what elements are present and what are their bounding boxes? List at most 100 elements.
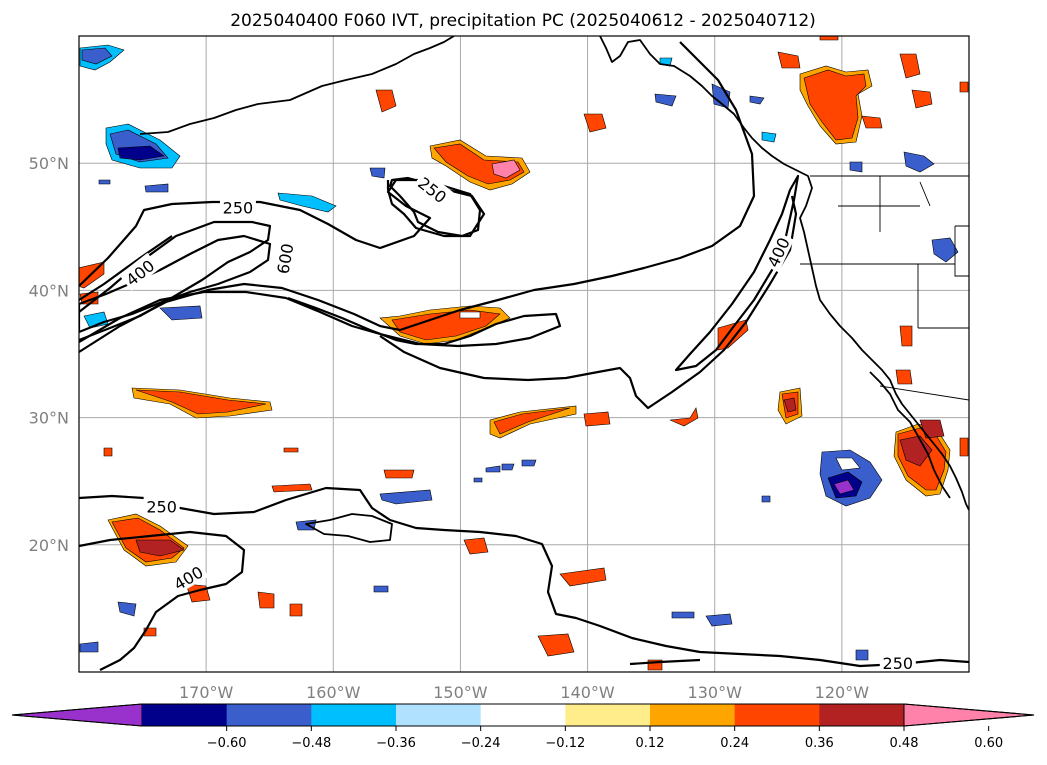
map-background <box>79 36 969 672</box>
precip-area-blue <box>903 151 935 173</box>
precip-area-orange <box>861 115 883 129</box>
precip-area-orange <box>669 407 699 427</box>
colorbar-tick-label: −0.48 <box>291 736 331 751</box>
hawaii-islands <box>305 513 393 543</box>
precip-area-blue <box>277 192 337 213</box>
precip-area-orange <box>135 389 267 415</box>
precip-area-orange <box>135 539 185 557</box>
colorbar-segment <box>734 704 820 726</box>
colorbar-segment <box>311 704 397 726</box>
colorbar-segment <box>819 704 905 726</box>
contour-label-bg <box>879 652 916 673</box>
precip-area-blue <box>379 489 433 505</box>
precip-area-blue <box>855 649 869 661</box>
colorbar-extend-max <box>903 703 1035 727</box>
precip-area-blue <box>159 305 203 321</box>
lat-tick-label: 20°N <box>29 536 69 555</box>
lat-tick-label: 40°N <box>29 281 69 300</box>
contour-label: 250 <box>883 654 914 673</box>
precip-area-blue <box>849 161 863 173</box>
precip-area-orange <box>459 311 481 319</box>
ivt-contour-400-south <box>79 530 246 671</box>
lon-tick-label: 130°W <box>688 683 743 702</box>
map-frame <box>78 35 970 673</box>
precip-area-orange <box>257 591 275 609</box>
precip-area-blue <box>473 477 483 483</box>
precip-area-orange <box>583 113 607 133</box>
precip-area-blue <box>98 179 111 185</box>
precip-area-blue <box>485 465 501 473</box>
precip-area-orange <box>783 397 797 413</box>
precip-area-orange <box>803 69 867 141</box>
precip-area-orange <box>895 369 913 385</box>
colorbar-tick-label: 0.48 <box>890 736 919 751</box>
contour-label-bg <box>143 495 180 516</box>
alaska-coast <box>599 36 969 511</box>
aleutian-coast <box>139 36 455 135</box>
contour-label-bg <box>760 231 795 273</box>
colorbar-segment <box>480 704 566 726</box>
ivt-contour-400b <box>79 195 798 410</box>
precip-area-orange <box>583 411 611 427</box>
precip-area-orange <box>493 407 571 435</box>
lon-tick-label: 170°W <box>179 683 234 702</box>
precip-area-blue <box>705 613 733 627</box>
colorbar-extend-min <box>11 703 143 727</box>
precip-area-orange <box>899 435 933 467</box>
contour-label-bg <box>219 196 256 217</box>
precip-area-blue <box>144 183 169 193</box>
precip-area-blue <box>833 479 855 495</box>
precip-area-blue <box>373 585 389 593</box>
precip-area-orange <box>383 469 415 479</box>
precip-area-blue <box>79 641 99 653</box>
colorbar-tick-label: 0.36 <box>805 736 834 751</box>
precip-area-orange <box>959 81 969 93</box>
precip-area-blue <box>654 93 677 107</box>
precip-positive-areas <box>79 36 969 671</box>
precip-area-orange <box>489 405 577 439</box>
precip-area-orange <box>559 567 607 587</box>
precip-area-blue <box>749 95 765 105</box>
ivt-contour-inner <box>674 174 800 372</box>
precip-area-blue <box>931 237 959 263</box>
precip-area-orange <box>463 537 489 555</box>
precip-area-orange <box>959 437 969 457</box>
precip-area-blue <box>117 601 137 617</box>
precip-area-blue <box>761 131 777 143</box>
precip-area-orange <box>103 447 113 457</box>
precip-area-orange <box>911 89 933 109</box>
precip-area-orange <box>271 483 313 493</box>
colorbar-segment <box>226 704 312 726</box>
precip-area-blue <box>501 463 515 471</box>
ivt-contour-250-south <box>79 486 969 668</box>
precip-area-blue <box>117 145 165 161</box>
colorbar-segment <box>650 704 736 726</box>
colorbar-tick-label: −0.36 <box>376 736 416 751</box>
precip-area-blue <box>835 457 861 471</box>
precip-negative-areas <box>79 44 959 661</box>
precip-area-orange <box>537 633 575 657</box>
longitude-labels: 170°W 160°W 150°W 140°W 130°W 120°W <box>179 683 869 702</box>
ivt-contour-250-tail <box>629 658 701 666</box>
lat-tick-label: 30°N <box>29 409 69 428</box>
precip-area-blue <box>369 167 386 179</box>
colorbar: −0.60 −0.48 −0.36 −0.24 −0.12 0.12 0.24 0.36 0.4… <box>11 703 1035 751</box>
precip-area-orange <box>777 51 801 69</box>
coastlines <box>139 36 969 543</box>
colorbar-segment <box>565 704 651 726</box>
precip-area-blue <box>761 495 771 503</box>
map-title: 2025040400 F060 IVT, precipitation PC (2… <box>230 11 816 31</box>
precip-area-orange <box>819 36 839 41</box>
precip-area-orange <box>899 325 913 347</box>
contour-label-bg <box>271 238 297 278</box>
lon-tick-label: 150°W <box>433 683 488 702</box>
contour-label: 250 <box>146 498 177 517</box>
precip-area-orange <box>899 53 921 79</box>
ivt-contour-400 <box>79 220 272 342</box>
colorbar-tick-label: −0.24 <box>461 736 501 751</box>
lon-tick-label: 120°W <box>815 683 870 702</box>
lon-tick-label: 160°W <box>306 683 361 702</box>
